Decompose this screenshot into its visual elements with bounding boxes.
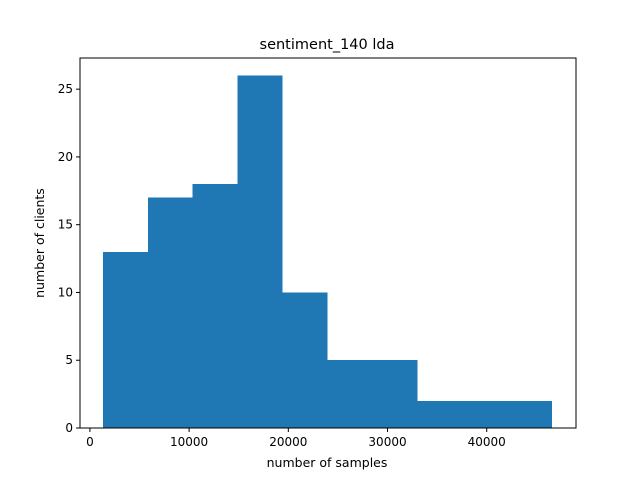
histogram-bar <box>282 292 328 428</box>
y-tick-label: 25 <box>58 82 73 96</box>
histogram-bar <box>147 197 193 428</box>
x-tick-label: 10000 <box>170 435 208 449</box>
histogram-bar <box>102 251 148 428</box>
histogram-bar <box>417 400 463 428</box>
x-tick-label: 30000 <box>368 435 406 449</box>
histogram-bar <box>462 400 508 428</box>
y-axis-label: number of clients <box>32 188 47 298</box>
bars-layer <box>102 75 553 428</box>
y-tick-label: 10 <box>58 285 73 299</box>
plot-frame <box>79 57 577 429</box>
y-tick-label: 0 <box>65 421 73 435</box>
y-tick-label: 15 <box>58 218 73 232</box>
y-tick-label: 5 <box>65 353 73 367</box>
histogram-bar <box>327 360 373 428</box>
chart-title: sentiment_140 lda <box>260 37 395 53</box>
histogram-bar <box>237 75 283 428</box>
ticks-layer: 0 10000 20000 30000 40000 0 5 10 15 20 25 <box>58 82 506 449</box>
histogram-bar <box>507 400 553 428</box>
histogram-bar <box>372 360 418 428</box>
x-tick-label: 40000 <box>468 435 506 449</box>
x-tick-label: 0 <box>86 435 94 449</box>
histogram-bar <box>192 184 238 428</box>
x-tick-label: 20000 <box>269 435 307 449</box>
x-axis-label: number of samples <box>267 455 388 470</box>
y-tick-label: 20 <box>58 150 73 164</box>
